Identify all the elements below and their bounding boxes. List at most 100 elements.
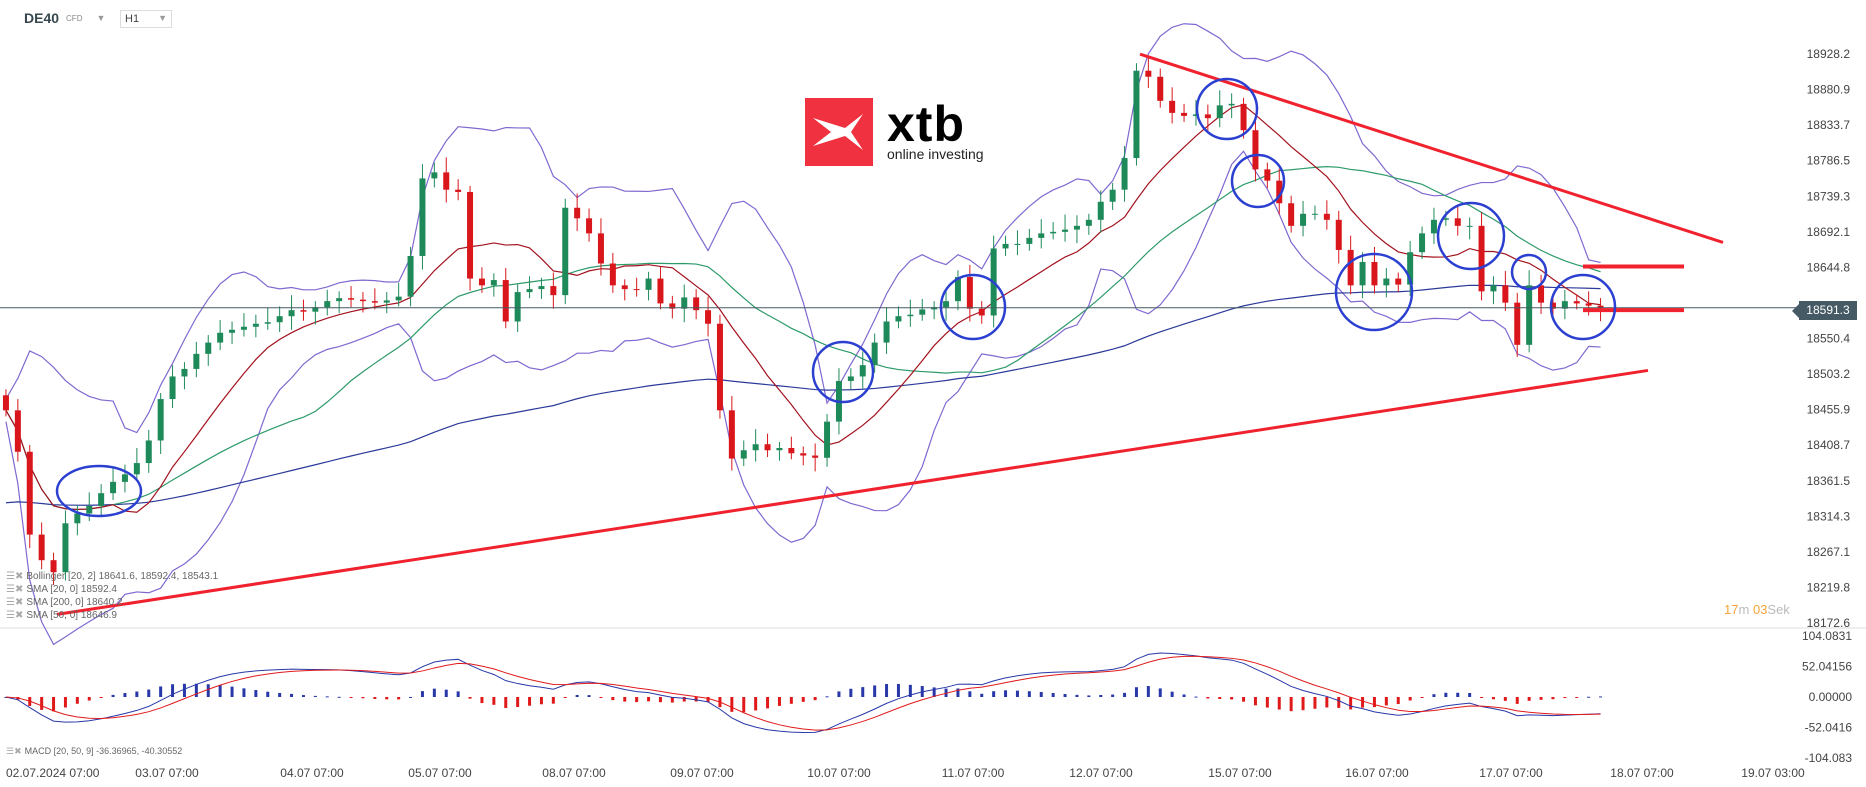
annotation-circle xyxy=(1334,252,1414,332)
candle-body xyxy=(728,410,735,459)
candle-body xyxy=(1335,219,1342,250)
macd-histogram-bar xyxy=(1051,693,1055,697)
candle-body xyxy=(359,299,366,302)
date-tick-label: 17.07 07:00 xyxy=(1479,766,1543,780)
candle-body xyxy=(193,353,200,369)
candle-body xyxy=(1407,252,1414,285)
macd-histogram-bar xyxy=(99,697,103,698)
settings-icon[interactable]: ☰✖ xyxy=(6,610,24,621)
candle-body xyxy=(1085,219,1092,226)
timeframe-select[interactable]: H1 ▼ xyxy=(120,10,172,28)
candle-body xyxy=(1478,225,1485,292)
candle xyxy=(943,289,950,321)
macd-histogram-bar xyxy=(397,697,401,700)
settings-icon[interactable]: ☰✖ xyxy=(6,597,24,608)
candle xyxy=(562,198,569,305)
macd-histogram-bar xyxy=(63,697,67,708)
candle xyxy=(1335,210,1342,264)
macd-histogram-bar xyxy=(825,696,829,698)
macd-histogram-bar xyxy=(968,691,972,697)
candle-body xyxy=(478,278,485,286)
macd-histogram-bar xyxy=(420,691,424,697)
candle xyxy=(502,268,509,329)
candle-body xyxy=(1466,225,1473,227)
macd-histogram-bar xyxy=(766,697,770,709)
candle xyxy=(764,433,771,458)
macd-line xyxy=(5,652,1601,733)
legend-macd[interactable]: ☰✖ MACD [20, 50, 9] -36.36965, -40.30552 xyxy=(6,746,182,757)
legend-bollinger[interactable]: ☰✖ Bollinger [20, 2] 18641.6, 18592.4, 18… xyxy=(6,571,218,582)
candle xyxy=(1169,87,1176,124)
candle-body xyxy=(681,297,688,309)
macd-histogram-bar xyxy=(409,696,413,698)
macd-histogram-bar xyxy=(1170,691,1174,697)
candle xyxy=(657,266,664,310)
macd-histogram-bar xyxy=(135,691,139,697)
date-tick-label: 10.07 07:00 xyxy=(807,766,871,780)
candle xyxy=(1288,195,1295,233)
candle-body xyxy=(788,447,795,454)
candle xyxy=(62,510,69,581)
bollinger-lower-band xyxy=(5,150,1601,646)
candle xyxy=(324,289,331,316)
legend-sma20[interactable]: ☰✖ SMA [20, 0] 18592.4 xyxy=(6,584,117,595)
candle-body xyxy=(1276,180,1283,204)
candle-body xyxy=(98,493,105,506)
candle xyxy=(693,289,700,320)
macd-histogram-bar xyxy=(1230,697,1234,700)
candle-body xyxy=(1490,285,1497,292)
candle-body xyxy=(1169,100,1176,113)
candle-body xyxy=(121,474,128,482)
annotation-circle xyxy=(55,464,143,518)
macd-histogram-bar xyxy=(980,693,984,697)
annotation-circle xyxy=(939,273,1007,341)
candle xyxy=(312,301,319,325)
symbol-name: DE40 xyxy=(24,10,60,26)
candle xyxy=(455,179,462,201)
legend-text: Bollinger [20, 2] 18641.6, 18592.4, 1854… xyxy=(26,571,219,582)
candle xyxy=(348,286,355,308)
date-tick-label: 18.07 07:00 xyxy=(1610,766,1674,780)
macd-histogram-bar xyxy=(171,684,175,697)
macd-histogram-bar xyxy=(385,697,389,700)
candle xyxy=(538,277,545,299)
symbol-selector[interactable]: DE40 CFD ▼ xyxy=(24,10,105,26)
candle-body xyxy=(895,316,902,322)
candle xyxy=(1347,235,1354,295)
candle xyxy=(1109,182,1116,211)
macd-tick-label: 0.00000 xyxy=(1809,690,1853,704)
macd-histogram-bar xyxy=(504,697,508,708)
settings-icon[interactable]: ☰✖ xyxy=(6,584,24,595)
candle xyxy=(181,362,188,390)
candle xyxy=(716,314,723,419)
macd-histogram-bar xyxy=(1206,697,1210,699)
legend-sma50[interactable]: ☰✖ SMA [50, 0] 18646.9 xyxy=(6,610,117,621)
macd-tick-label: -104.083 xyxy=(1805,751,1853,765)
candle-body xyxy=(1109,189,1116,202)
annotation-circle xyxy=(1230,153,1286,209)
macd-histogram-bar xyxy=(1265,697,1269,708)
macd-histogram-bar xyxy=(742,697,746,713)
candle xyxy=(1240,97,1247,139)
candle xyxy=(931,301,938,320)
macd-histogram-bar xyxy=(992,691,996,697)
macd-histogram-bar xyxy=(1242,697,1246,702)
macd-histogram-bar xyxy=(266,691,270,697)
macd-histogram-bar xyxy=(313,695,317,697)
candle-body xyxy=(324,301,331,308)
legend-sma200[interactable]: ☰✖ SMA [200, 0] 18640.2 xyxy=(6,597,123,608)
settings-icon[interactable]: ☰✖ xyxy=(6,746,22,756)
candle-body xyxy=(62,523,69,573)
price-tick-label: 18644.8 xyxy=(1807,260,1851,274)
candle-body xyxy=(455,189,462,192)
macd-histogram-bar xyxy=(789,697,793,704)
timer-minutes: 17 xyxy=(1724,602,1739,617)
macd-histogram-bar xyxy=(1123,692,1127,697)
settings-icon[interactable]: ☰✖ xyxy=(6,571,24,582)
date-tick-label: 19.07 03:00 xyxy=(1741,766,1805,780)
candle xyxy=(395,283,402,307)
candle-body xyxy=(1359,261,1366,286)
candle xyxy=(145,429,152,473)
candle-body xyxy=(633,289,640,291)
